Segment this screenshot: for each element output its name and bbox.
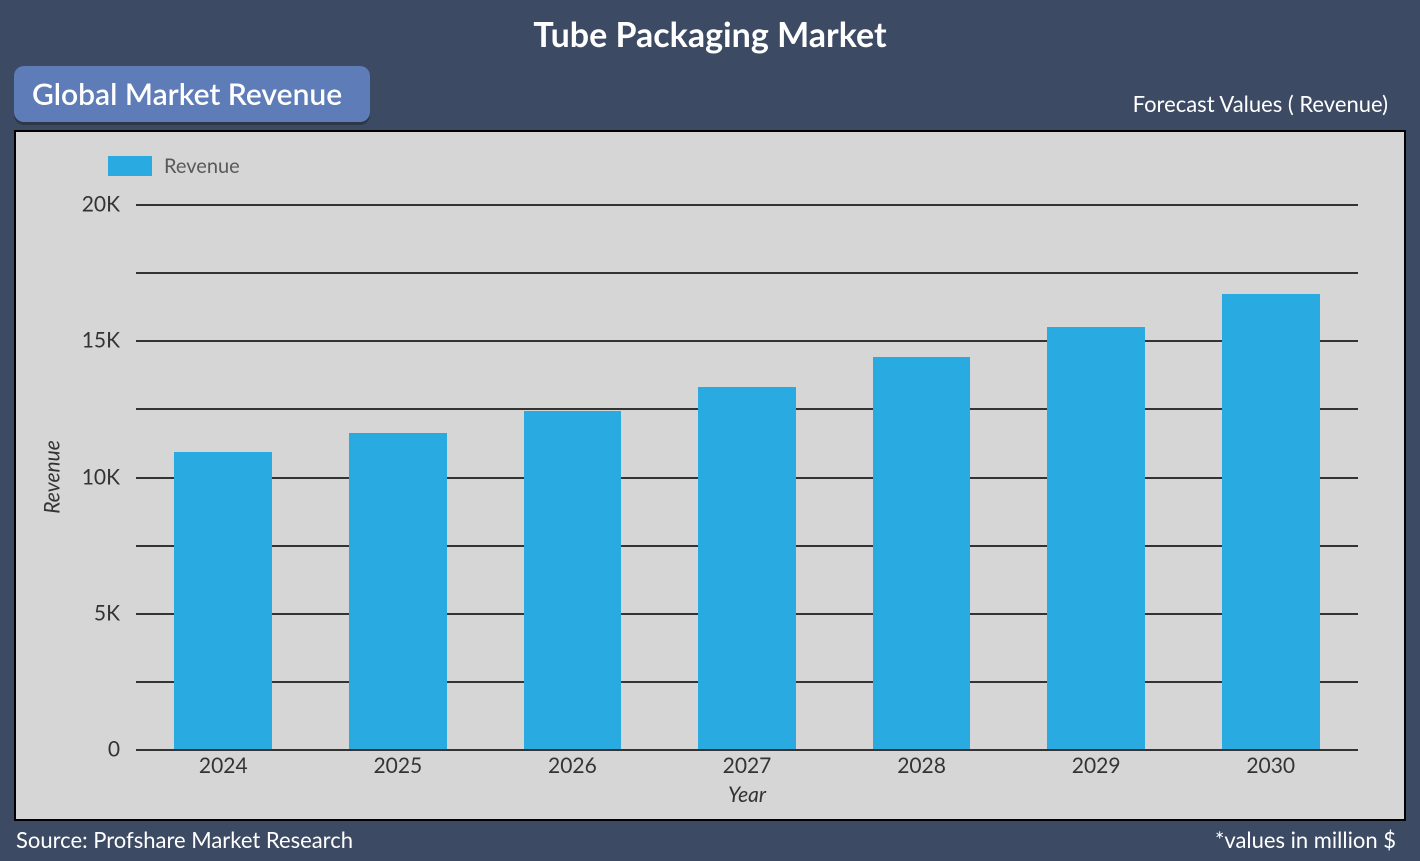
x-tick-label: 2030: [1246, 753, 1295, 778]
bar: [873, 357, 971, 749]
y-axis-label: Revenue: [40, 440, 65, 514]
bar: [698, 387, 796, 749]
gridline: [136, 204, 1358, 206]
bar: [174, 452, 272, 749]
y-tick-label: 15K: [82, 328, 120, 353]
bar: [349, 433, 447, 749]
chart-title: Tube Packaging Market: [0, 0, 1420, 55]
x-tick-label: 2027: [723, 753, 772, 778]
x-tick-label: 2024: [199, 753, 248, 778]
y-tick-label: 0: [108, 737, 120, 762]
gridline: [136, 340, 1358, 342]
x-tick-label: 2026: [548, 753, 597, 778]
bar: [1222, 294, 1320, 749]
gridline: [136, 749, 1358, 751]
plot-region: Revenue Year 05K10K15K20K202420252026202…: [136, 204, 1358, 749]
footer-source: Source: Profshare Market Research: [16, 826, 353, 853]
x-tick-label: 2028: [897, 753, 946, 778]
chart-area: Revenue Revenue Year 05K10K15K20K2024202…: [14, 130, 1406, 821]
y-tick-label: 10K: [82, 464, 120, 489]
legend-label: Revenue: [164, 154, 240, 178]
y-tick-label: 20K: [82, 192, 120, 217]
gridline: [136, 272, 1358, 274]
y-tick-label: 5K: [94, 600, 120, 625]
legend: Revenue: [108, 154, 240, 178]
x-axis-label: Year: [728, 782, 766, 807]
bar: [524, 411, 622, 749]
x-tick-label: 2029: [1072, 753, 1121, 778]
footer-units: *values in million $: [1215, 826, 1396, 853]
bar: [1047, 327, 1145, 749]
forecast-label: Forecast Values ( Revenue): [1133, 90, 1388, 117]
legend-swatch: [108, 156, 152, 176]
subtitle-badge: Global Market Revenue: [14, 66, 370, 122]
x-tick-label: 2025: [373, 753, 422, 778]
